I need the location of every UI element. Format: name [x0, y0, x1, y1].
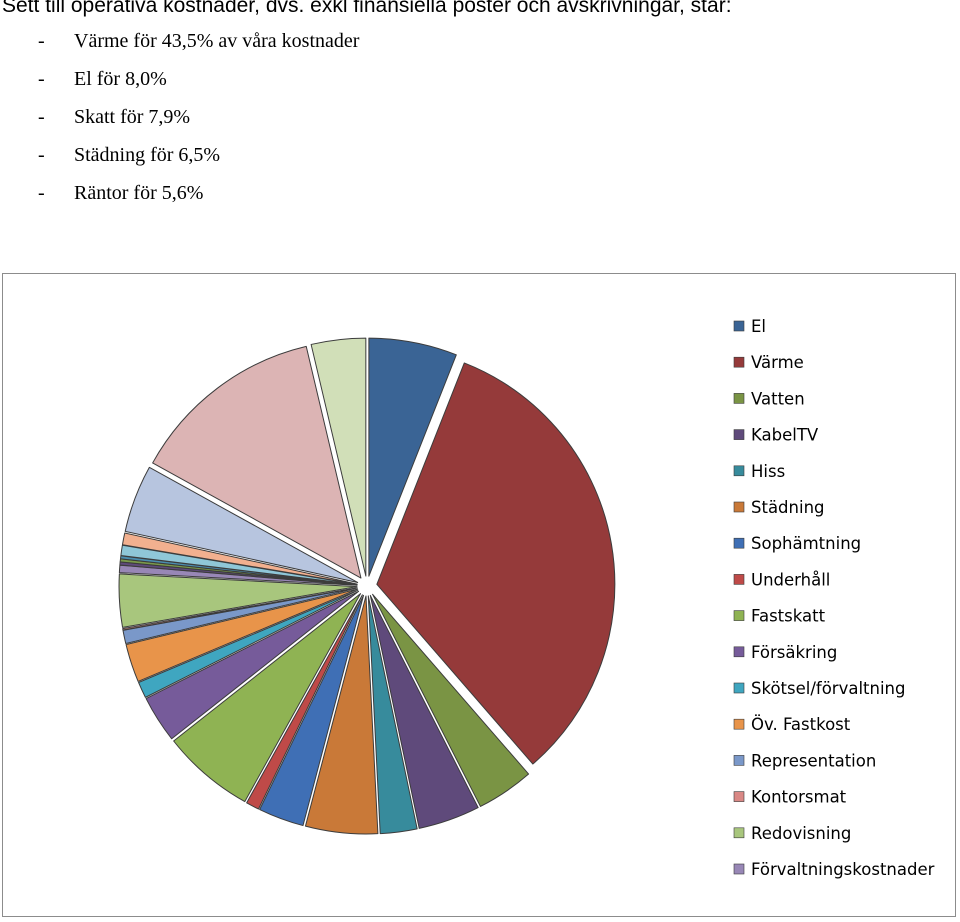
- legend-item: Sophämtning: [733, 534, 861, 553]
- bullet-text: El för 8,0%: [74, 68, 167, 90]
- bullet-item: - Skatt för 7,9%: [38, 102, 359, 140]
- legend-label: Värme: [751, 353, 804, 372]
- pie-slice-kabeltv: [369, 594, 479, 829]
- legend-item: Hiss: [733, 462, 785, 481]
- legend-swatch: [733, 718, 745, 730]
- pie-slices: [118, 337, 616, 835]
- legend-swatch: [733, 393, 745, 404]
- pie-slice-städning: [304, 595, 379, 835]
- legend-label: Öv. Fastkost: [751, 715, 851, 734]
- pie-slice-försäkring: [145, 590, 360, 740]
- legend-label: Sophämtning: [751, 534, 861, 553]
- legend-swatch: [733, 791, 745, 802]
- legend-swatch: [733, 429, 745, 440]
- pie-chart-area: El Värme Vatten KabelTV Hiss Städning Sophämtn…: [2, 273, 956, 917]
- bullet-dash: -: [38, 182, 45, 204]
- legend-swatch: [733, 320, 745, 332]
- pie-slice-vatten: [372, 593, 530, 807]
- bullet-text: Skatt för 7,9%: [74, 106, 191, 128]
- pie-chart-svg: El Värme Vatten KabelTV Hiss Städning Sophämtn…: [118, 317, 935, 879]
- legend-item: Förvaltningskostnader: [733, 860, 935, 879]
- legend-swatch: [733, 356, 745, 368]
- legend-label: Skötsel/förvaltning: [751, 679, 906, 698]
- chart-legend: El Värme Vatten KabelTV Hiss Städning Sophämtn…: [733, 317, 935, 879]
- legend-item: Redovisning: [733, 824, 851, 843]
- legend-swatch: [733, 501, 745, 513]
- legend-item: Kontorsmat: [733, 788, 847, 807]
- legend-swatch: [733, 537, 745, 549]
- bullet-list: - Värme för 43,5% av våra kostnader - El f…: [38, 26, 359, 216]
- legend-label: Städning: [751, 498, 825, 517]
- bullet-text: Räntor för 5,6%: [74, 182, 204, 204]
- legend-item: El: [733, 317, 766, 336]
- bullet-text: Värme för 43,5% av våra kostnader: [74, 30, 360, 52]
- legend-label: Vatten: [751, 389, 805, 408]
- legend-item: KabelTV: [733, 426, 819, 445]
- legend-swatch: [733, 755, 745, 766]
- legend-swatch: [733, 827, 745, 839]
- legend-item: Försäkring: [733, 643, 837, 662]
- pie-slice-hiss: [367, 595, 418, 835]
- pie-slice-öv-fastkost: [125, 588, 358, 682]
- legend-item: Underhåll: [733, 570, 830, 589]
- legend-item: Städning: [733, 498, 825, 517]
- legend-item: Representation: [733, 751, 876, 770]
- intro-heading: Sett till operativa kostnader, dvs. exkl…: [2, 0, 732, 17]
- pie-slice-underhåll: [246, 594, 363, 810]
- bullet-dash: -: [38, 106, 45, 128]
- legend-swatch: [733, 646, 745, 658]
- pie-slice-kontorsmat: [122, 587, 358, 631]
- bullet-dash: -: [38, 144, 45, 166]
- legend-label: KabelTV: [751, 426, 819, 445]
- bullet-item: - Städning för 6,5%: [38, 140, 359, 178]
- legend-label: Förvaltningskostnader: [751, 860, 935, 879]
- legend-label: Underhåll: [751, 570, 830, 589]
- legend-label: Hiss: [751, 462, 785, 481]
- bullet-item: - El för 8,0%: [38, 64, 359, 102]
- pie-slice-fastskatt: [173, 593, 362, 803]
- bullet-item: - Värme för 43,5% av våra kostnader: [38, 26, 359, 64]
- pie-slice-värme: [376, 362, 616, 765]
- bullet-dash: -: [38, 30, 45, 52]
- legend-label: Fastskatt: [751, 607, 826, 626]
- legend-item: Skötsel/förvaltning: [733, 679, 906, 698]
- legend-item: Fastskatt: [733, 607, 826, 626]
- legend-swatch: [733, 465, 745, 477]
- legend-item: Vatten: [733, 389, 805, 408]
- legend-label: Redovisning: [751, 824, 851, 843]
- legend-label: Kontorsmat: [751, 788, 847, 807]
- pie-slice-slice-extra-5: [121, 532, 358, 585]
- pie-slice-slice-extra-8: [310, 337, 367, 577]
- legend-swatch: [733, 574, 745, 585]
- pie-slice-redovisning: [118, 573, 358, 628]
- legend-label: Försäkring: [751, 643, 837, 662]
- legend-item: Öv. Fastkost: [733, 715, 851, 734]
- pie-slice-slice-extra-7: [152, 345, 362, 579]
- pie-slice-el: [368, 337, 457, 577]
- bullet-item: - Räntor för 5,6%: [38, 178, 359, 216]
- pie-slice-skötsel-förvaltning: [138, 589, 359, 698]
- bullet-text: Städning för 6,5%: [74, 144, 221, 166]
- legend-label: Representation: [751, 751, 876, 770]
- bullet-dash: -: [38, 68, 45, 90]
- legend-swatch: [733, 610, 745, 621]
- legend-item: Värme: [733, 353, 804, 372]
- legend-swatch: [733, 863, 745, 875]
- legend-swatch: [733, 682, 745, 694]
- pie-slice-slice-extra-6: [124, 466, 359, 583]
- legend-label: El: [751, 317, 766, 336]
- pie-slice-sophämtning: [259, 594, 365, 827]
